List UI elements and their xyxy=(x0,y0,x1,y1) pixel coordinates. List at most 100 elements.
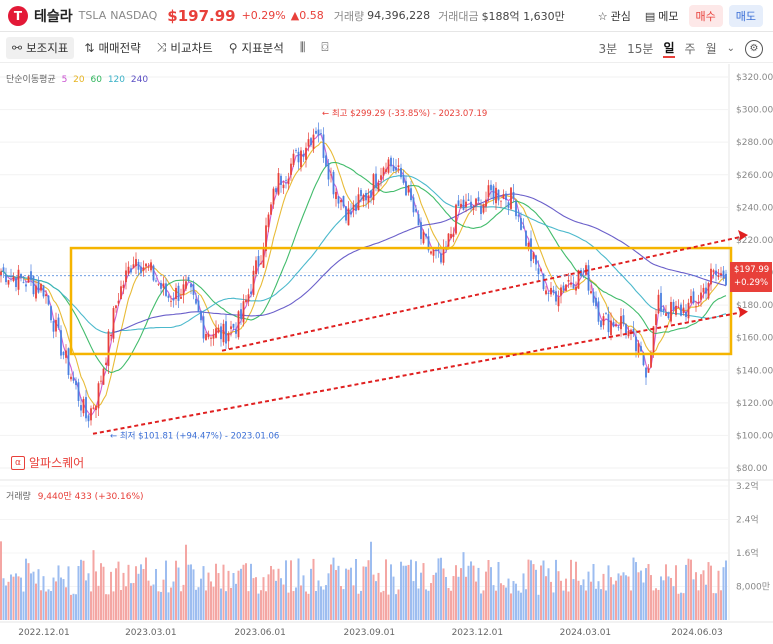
candle-body xyxy=(362,194,365,201)
screenshot-button[interactable]: ⌼ xyxy=(315,37,334,58)
period-3min[interactable]: 3분 xyxy=(598,42,618,56)
watch-button[interactable]: ☆ 관심 xyxy=(594,8,635,24)
compare-tool[interactable]: ⤨ 비교차트 xyxy=(151,37,219,59)
candle-body xyxy=(395,167,397,171)
candle-body xyxy=(667,312,670,319)
volume-bar xyxy=(365,566,367,620)
volume-bar xyxy=(190,564,192,620)
candle-body xyxy=(255,260,257,274)
date-tick-label: 2022.12.01 xyxy=(18,628,70,638)
volume-bar xyxy=(55,581,57,620)
candle-body xyxy=(422,231,425,244)
volume-bar xyxy=(147,580,150,620)
volume-bar xyxy=(527,559,530,620)
volume-bar xyxy=(255,577,257,620)
volume-bar xyxy=(60,577,62,620)
volume-bar xyxy=(275,580,277,620)
candle-body xyxy=(365,192,367,201)
candle-body xyxy=(507,202,510,208)
volume-bar xyxy=(325,585,327,620)
candle-body xyxy=(595,297,597,307)
candle-body xyxy=(685,311,687,317)
volume-bar xyxy=(535,569,537,620)
volume-bar xyxy=(165,560,167,620)
volume-bar xyxy=(107,594,110,620)
candle-body xyxy=(217,327,220,333)
candle-body xyxy=(552,289,555,293)
volume-bar xyxy=(212,586,215,620)
candle-body xyxy=(117,300,120,304)
period-15min[interactable]: 15분 xyxy=(627,42,654,56)
volume-bar xyxy=(627,576,630,620)
volume-bar xyxy=(272,569,275,620)
candle-body xyxy=(537,268,540,275)
candle-body xyxy=(202,316,205,339)
candle-body xyxy=(590,291,592,294)
candle-body xyxy=(520,218,522,230)
candle-body xyxy=(612,321,615,327)
volume-bar xyxy=(345,568,347,620)
candle-type-button[interactable]: ⫼ xyxy=(294,37,312,58)
candle-body xyxy=(382,167,385,176)
candle-body xyxy=(670,301,672,322)
candle-body xyxy=(625,324,627,335)
volume-bar xyxy=(287,592,290,620)
volume-bar xyxy=(102,566,105,620)
buy-button[interactable]: 매수 xyxy=(688,5,723,27)
analysis-tool[interactable]: ⚲ 지표분석 xyxy=(223,37,290,59)
volume-bar xyxy=(620,575,622,620)
sell-button[interactable]: 매도 xyxy=(728,5,763,27)
candle-body xyxy=(717,275,720,278)
candle-body xyxy=(152,265,155,281)
volume-bar xyxy=(610,577,612,620)
chevron-down-icon[interactable]: ⌄ xyxy=(726,43,735,54)
candle-body xyxy=(592,291,595,303)
price-tick-label: $100.00 xyxy=(736,431,773,441)
memo-button[interactable]: ▤ 메모 xyxy=(641,8,683,24)
period-week[interactable]: 주 xyxy=(684,42,696,56)
volume-bar xyxy=(557,571,560,620)
candlestick-icon: ⫼ xyxy=(299,40,306,54)
candle-body xyxy=(285,179,287,181)
volume-label: 거래량 xyxy=(333,9,365,23)
stock-name[interactable]: 테슬라 xyxy=(34,8,73,25)
period-day[interactable]: 일 xyxy=(663,39,675,58)
settings-gear-icon[interactable]: ⚙ xyxy=(745,39,763,58)
volume-bar xyxy=(452,576,455,620)
candle-body xyxy=(35,285,37,299)
volume-bar xyxy=(85,580,87,620)
volume-bar xyxy=(197,587,200,620)
volume-bar xyxy=(0,541,2,620)
memo-label: 메모 xyxy=(658,10,679,23)
candle-body xyxy=(637,343,640,354)
candle-body xyxy=(582,271,585,273)
volume-bar xyxy=(617,573,620,620)
candle-body xyxy=(575,286,577,291)
indicator-tool[interactable]: ⚯ 보조지표 xyxy=(6,36,75,59)
volume-bar xyxy=(62,579,65,620)
candlesticks xyxy=(0,122,727,428)
analysis-label: 지표분석 xyxy=(241,40,284,55)
chart-toolbar: ⚯ 보조지표 ⇅ 매매전략 ⤨ 비교차트 ⚲ 지표분석 ⫼ ⌼ 3분 15분 일 주 월… xyxy=(0,33,773,63)
candle-body xyxy=(300,150,302,168)
candle-body xyxy=(322,134,325,158)
trendline xyxy=(221,236,741,352)
candle-body xyxy=(27,276,30,283)
volume-bar xyxy=(267,574,270,620)
candle-body xyxy=(282,184,285,189)
strategy-tool[interactable]: ⇅ 매매전략 xyxy=(78,37,146,59)
candle-body xyxy=(385,169,387,172)
candle-body xyxy=(505,193,507,201)
candle-body xyxy=(415,209,417,212)
volume-bar xyxy=(237,570,240,620)
candle-body xyxy=(320,132,322,134)
stock-chart[interactable]: $320.00 $300.00 $280.00 $260.00 $240.00 $220.… xyxy=(0,64,773,644)
candle-body xyxy=(262,249,265,268)
candle-body xyxy=(715,270,717,276)
volume-bar xyxy=(530,560,532,620)
candle-body xyxy=(85,397,87,419)
period-month[interactable]: 월 xyxy=(705,42,717,56)
price-tick-label: $140.00 xyxy=(736,366,773,376)
candle-body xyxy=(562,285,565,291)
volume-bar xyxy=(432,574,435,620)
